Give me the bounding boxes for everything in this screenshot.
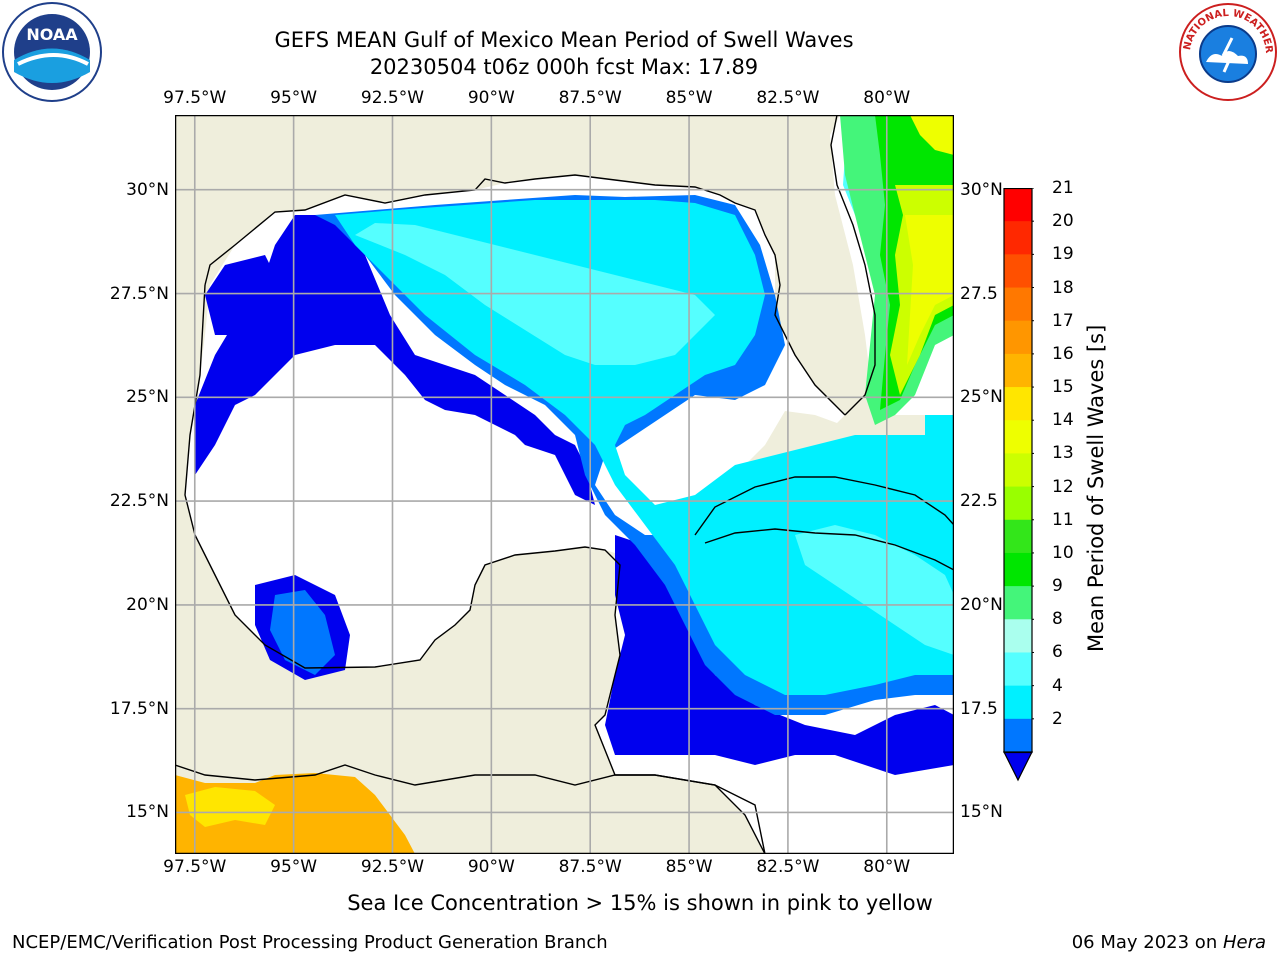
coastlines [175, 115, 954, 854]
gulf-of-mexico-map [175, 115, 954, 854]
colorbar-tick-label: 12 [1052, 476, 1074, 497]
top-longitude-tick-label: 82.5°W [756, 88, 820, 108]
colorbar-swatch [1004, 685, 1032, 720]
noaa-logo-text: NOAA [26, 25, 78, 44]
florida-atlantic-coast [830, 115, 876, 416]
left-latitude-tick-label: 25°N [126, 387, 169, 408]
shade-deep-blue-west [205, 255, 285, 335]
bottom-longitude-tick-label: 92.5°W [360, 857, 425, 877]
colorbar-label: Mean Period of Swell Waves [s] [1084, 324, 1108, 652]
right-latitude-tick-label: 27.5 [960, 283, 998, 304]
footer-date: 06 May 2023 on [1071, 932, 1223, 953]
bottom-longitude-tick-label: 95°W [270, 857, 318, 877]
footer-left: NCEP/EMC/Verification Post Processing Pr… [12, 932, 608, 953]
shade-mid-blue-bay [270, 590, 335, 675]
bottom-longitude-tick-label: 97.5°W [163, 857, 227, 877]
top-longitude-tick-label: 90°W [467, 88, 515, 108]
map-frame [175, 115, 954, 854]
shade-light-cyan-carib [795, 525, 954, 655]
top-longitude-tick-label: 92.5°W [360, 88, 425, 108]
footer-right: 06 May 2023 on Hera [1072, 932, 1266, 953]
colorbar-swatch [1004, 420, 1032, 454]
right-latitude-tick-label: 15°N [960, 802, 1003, 823]
colorbar-swatch [1004, 188, 1032, 222]
colorbar-tick-label: 13 [1052, 443, 1074, 464]
top-longitude-tick-label: 85°W [665, 88, 713, 108]
mexico-coast [184, 284, 766, 854]
sea-ice-note: Sea Ice Concentration > 15% is shown in … [347, 891, 933, 915]
bottom-longitude-tick-label: 90°W [467, 857, 515, 877]
shade-yellow-top [910, 115, 954, 155]
left-latitude-tick-label: 20°N [126, 594, 169, 615]
nws-logo: NATIONAL WEATHER SERVICE [1174, 0, 1278, 102]
bottom-longitude-tick-label: 87.5°W [558, 857, 622, 877]
top-longitude-tick-label: 87.5°W [558, 88, 622, 108]
colorbar-swatch [1004, 387, 1032, 421]
atlantic-swell-shading [840, 115, 954, 425]
shade-deep-blue [195, 215, 595, 505]
shade-cyan [335, 200, 954, 695]
colorbar-tick-label: 9 [1052, 576, 1063, 597]
left-latitude-tick-label: 22.5°N [109, 491, 169, 512]
colorbar-tick-label: 20 [1052, 211, 1074, 232]
colorbar-frame [1003, 188, 1033, 754]
left-latitude-tick-label: 27.5°N [109, 283, 169, 304]
colorbar-tick-label: 8 [1052, 609, 1063, 630]
noaa-logo: NOAA [2, 2, 102, 102]
colorbar-tick-label: 17 [1052, 310, 1074, 331]
colorbar-tick-label: 19 [1052, 244, 1074, 265]
colorbar-swatch [1004, 221, 1032, 255]
colorbar [1003, 188, 1034, 782]
right-latitude-tick-label: 30°N [960, 179, 1003, 200]
right-latitude-tick-label: 17.5 [960, 698, 998, 719]
colorbar-tick-label: 18 [1052, 277, 1074, 298]
shade-yellow-pacific [185, 787, 275, 827]
bottom-longitude-tick-label: 82.5°W [756, 857, 820, 877]
colorbar-swatch [1004, 619, 1032, 653]
colorbar-swatch [1004, 353, 1032, 388]
colorbar-extend-arrow [1003, 751, 1033, 782]
shade-cyan-atlantic [925, 415, 954, 495]
colorbar-swatch [1004, 552, 1032, 587]
shade-deep-blue-yucatan [605, 535, 954, 775]
colorbar-swatch [1004, 519, 1032, 554]
colorbar-swatch [1004, 486, 1032, 521]
us-gulf-coast [204, 174, 846, 416]
colorbar-swatch [1004, 453, 1032, 488]
colorbar-swatch [1004, 586, 1032, 620]
colorbar-swatch [1004, 320, 1032, 355]
shade-yellow-atl [905, 215, 954, 365]
colorbar-tick-label: 6 [1052, 642, 1063, 663]
colorbar-tick-label: 16 [1052, 343, 1074, 364]
colorbar-tick-label: 10 [1052, 542, 1074, 563]
top-longitude-tick-label: 97.5°W [163, 88, 227, 108]
graticule [175, 115, 954, 854]
colorbar-tick-label: 14 [1052, 410, 1074, 431]
left-latitude-tick-label: 15°N [126, 802, 169, 823]
chart-title-line2: 20230504 t06z 000h fcst Max: 17.89 [369, 55, 759, 79]
colorbar-tick-label: 2 [1052, 708, 1063, 729]
top-longitude-tick-label: 95°W [270, 88, 318, 108]
right-latitude-tick-label: 25°N [960, 387, 1003, 408]
colorbar-swatch [1004, 254, 1032, 289]
footer-host: Hera [1222, 932, 1266, 953]
colorbar-swatch [1004, 718, 1032, 753]
colorbar-tick-label: 15 [1052, 377, 1074, 398]
chart-title-line1: GEFS MEAN Gulf of Mexico Mean Period of … [274, 28, 854, 52]
top-longitude-tick-label: 80°W [863, 88, 911, 108]
right-latitude-tick-label: 22.5 [960, 491, 998, 512]
colorbar-swatch [1004, 652, 1032, 687]
bottom-longitude-tick-label: 80°W [863, 857, 911, 877]
colorbar-tick-label: 4 [1052, 675, 1063, 696]
left-latitude-tick-label: 17.5°N [109, 698, 169, 719]
bottom-longitude-tick-label: 85°W [665, 857, 713, 877]
left-latitude-tick-label: 30°N [126, 179, 169, 200]
central-america-coast [175, 764, 766, 854]
colorbar-swatch [1004, 287, 1032, 322]
pacific-swell-shading [175, 773, 415, 854]
right-latitude-tick-label: 20°N [960, 594, 1003, 615]
colorbar-tick-label: 21 [1052, 178, 1074, 198]
colorbar-tick-label: 11 [1052, 509, 1074, 530]
